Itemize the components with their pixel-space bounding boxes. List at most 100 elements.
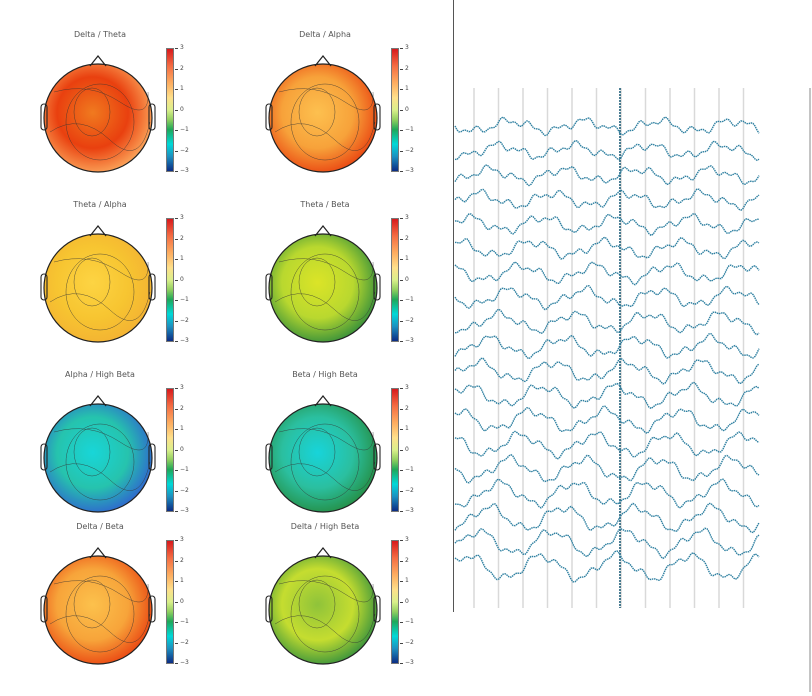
colorbar-tick-label: −3 xyxy=(175,337,189,344)
eeg-channel-trace xyxy=(454,453,760,484)
eeg-channel-trace xyxy=(454,527,760,560)
colorbar xyxy=(391,388,399,512)
eeg-channel-trace xyxy=(454,164,760,187)
colorbar-tick-label: −3 xyxy=(175,167,189,174)
topomap-title: Alpha / High Beta xyxy=(65,370,135,379)
colorbar-tick-label: 1 xyxy=(400,577,409,584)
colorbar-tick-label: 0 xyxy=(400,105,409,113)
eeg-channel-trace xyxy=(454,332,760,360)
colorbar-tick-label: 2 xyxy=(400,556,409,564)
colorbar-tick-label: −3 xyxy=(175,507,189,514)
colorbar-tick-label: −2 xyxy=(400,638,414,646)
topomap-title: Delta / High Beta xyxy=(290,522,360,531)
eeg-channel-trace xyxy=(454,550,760,583)
colorbar xyxy=(391,218,399,342)
colorbar-tick-label: 3 xyxy=(400,44,409,51)
topomap-title: Delta / Alpha xyxy=(299,30,351,39)
colorbar-tick-label: 2 xyxy=(400,64,409,72)
colorbar-tick-label: 1 xyxy=(400,85,409,92)
colorbar-tick-label: 0 xyxy=(175,275,184,283)
colorbar-tick-label: −2 xyxy=(400,146,414,154)
colorbar-tick-label: −3 xyxy=(175,659,189,666)
scalp-topomap xyxy=(265,395,381,513)
eeg-channel-trace xyxy=(454,116,760,137)
colorbar-tick-label: 0 xyxy=(400,597,409,605)
eeg-channel-trace xyxy=(454,213,760,237)
colorbar-tick-label: −3 xyxy=(400,507,414,514)
colorbar-tick-label: 3 xyxy=(400,384,409,391)
colorbar xyxy=(391,48,399,172)
scalp-topomap xyxy=(40,395,156,513)
colorbar-tick-label: 2 xyxy=(175,556,184,564)
colorbar-tick-label: −3 xyxy=(400,167,414,174)
eeg-channel-trace xyxy=(454,478,760,509)
eeg-channel-trace xyxy=(454,139,760,162)
colorbar-tick-label: 3 xyxy=(175,384,184,391)
topomap-title: Theta / Beta xyxy=(300,200,350,209)
colorbar-tick-label: −3 xyxy=(400,337,414,344)
colorbar xyxy=(166,48,174,172)
colorbar-tick-label: −2 xyxy=(175,486,189,494)
eeg-channel-trace xyxy=(454,285,760,311)
eeg-channel-trace xyxy=(454,430,760,460)
eeg-channel-trace xyxy=(454,502,760,534)
colorbar-tick-label: 0 xyxy=(400,275,409,283)
topomap-title: Theta / Alpha xyxy=(73,200,127,209)
eeg-channel-trace xyxy=(454,188,760,212)
colorbar xyxy=(166,388,174,512)
colorbar-tick-label: −2 xyxy=(400,316,414,324)
colorbar-tick-label: 3 xyxy=(175,44,184,51)
colorbar-tick-label: −1 xyxy=(175,618,189,625)
colorbar-tick-label: 1 xyxy=(175,85,184,92)
colorbar-tick-label: 0 xyxy=(175,105,184,113)
eeg-trace-panel xyxy=(452,0,812,692)
colorbar-tick-label: −1 xyxy=(400,466,414,473)
colorbar xyxy=(166,218,174,342)
eeg-channel-trace xyxy=(454,405,760,435)
topomap-title: Delta / Beta xyxy=(76,522,124,531)
topomap-grid: Delta / Theta 3 2 1 0 −1 −2 −3 Delta / Alpha 3 2 1 0… xyxy=(40,30,414,666)
colorbar-tick-label: 1 xyxy=(400,425,409,432)
colorbar-tick-label: −1 xyxy=(175,296,189,303)
topomap-title: Delta / Theta xyxy=(73,30,127,39)
colorbar-tick-label: 2 xyxy=(400,234,409,242)
colorbar-tick-label: 0 xyxy=(400,445,409,453)
scalp-topomap xyxy=(40,225,156,343)
colorbar-tick-label: −1 xyxy=(400,296,414,303)
colorbar-tick-label: 3 xyxy=(175,536,184,543)
scalp-topomap xyxy=(265,55,381,173)
scalp-topomap xyxy=(40,547,156,665)
colorbar-tick-label: −1 xyxy=(175,466,189,473)
eeg-channel-trace xyxy=(454,261,760,286)
colorbar-tick-label: 3 xyxy=(400,536,409,543)
colorbar-tick-label: 0 xyxy=(175,445,184,453)
colorbar-tick-label: 2 xyxy=(400,404,409,412)
colorbar-tick-label: −1 xyxy=(400,126,414,133)
colorbar-tick-label: −2 xyxy=(175,638,189,646)
eeg-channel-trace xyxy=(454,357,760,385)
colorbar-tick-label: 3 xyxy=(175,214,184,221)
scalp-topomap xyxy=(265,547,381,665)
scalp-topomap xyxy=(40,55,156,173)
eeg-channel-trace xyxy=(454,381,760,410)
colorbar-tick-label: −2 xyxy=(400,486,414,494)
colorbar-tick-label: 2 xyxy=(175,64,184,72)
colorbar-tick-label: 2 xyxy=(175,404,184,412)
scalp-topomap xyxy=(265,225,381,343)
colorbar-tick-label: 2 xyxy=(175,234,184,242)
colorbar-tick-label: −2 xyxy=(175,316,189,324)
colorbar-tick-label: −1 xyxy=(175,126,189,133)
colorbar-tick-label: −3 xyxy=(400,659,414,666)
colorbar-tick-label: 1 xyxy=(175,255,184,262)
colorbar-tick-label: −1 xyxy=(400,618,414,625)
eeg-channel-trace xyxy=(454,236,760,260)
colorbar-tick-label: −2 xyxy=(175,146,189,154)
eeg-channel-trace xyxy=(455,308,760,336)
colorbar-tick-label: 1 xyxy=(175,425,184,432)
colorbar-tick-label: 3 xyxy=(400,214,409,221)
colorbar-tick-label: 1 xyxy=(400,255,409,262)
colorbar-tick-label: 1 xyxy=(175,577,184,584)
topomap-title: Beta / High Beta xyxy=(292,370,358,379)
colorbar xyxy=(391,540,399,664)
eeg-traces xyxy=(453,0,811,692)
